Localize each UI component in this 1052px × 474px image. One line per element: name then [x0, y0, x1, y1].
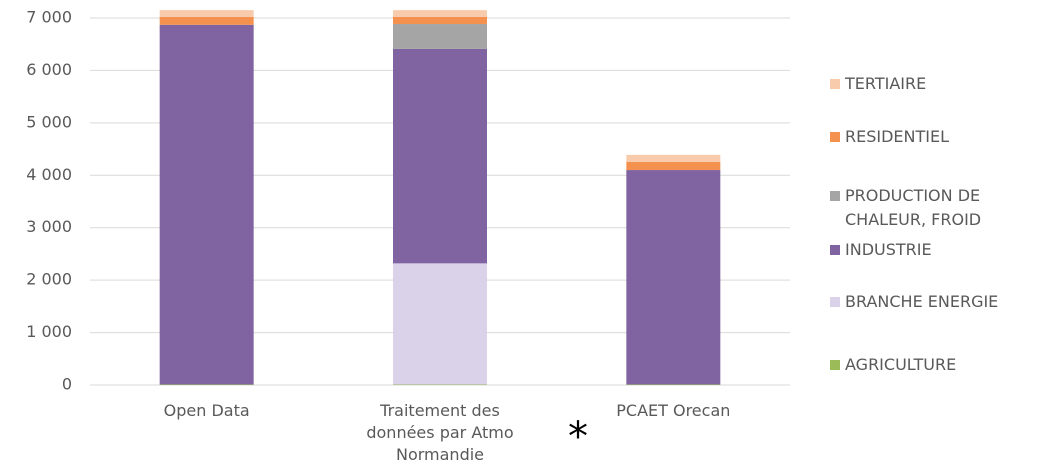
bar-segment [393, 384, 487, 385]
x-tick-label: Traitement des données par Atmo Normandi… [366, 401, 514, 464]
legend-entry: BRANCHE ENERGIE [830, 290, 1052, 314]
bar-segment [393, 263, 487, 385]
bar-segment [626, 170, 721, 385]
legend-label: TERTIAIRE [845, 74, 927, 93]
legend-entry: RESIDENTIEL [830, 125, 1052, 149]
y-tick-label: 1 000 [26, 322, 72, 341]
y-tick-label: 5 000 [26, 112, 72, 131]
bar-segment [393, 24, 487, 49]
bar-segment [393, 16, 487, 25]
y-tick-label: 3 000 [26, 217, 72, 236]
legend-label: PRODUCTION DE CHALEUR, FROID [845, 186, 982, 229]
legend-entry: INDUSTRIE [830, 238, 1052, 262]
annotation: * [568, 414, 588, 460]
bar-segment [626, 161, 721, 171]
legend-swatch [830, 360, 840, 370]
y-tick-label: 7 000 [26, 8, 72, 27]
bar-segment [393, 10, 487, 17]
legend-swatch [830, 79, 840, 89]
bar-segment [159, 24, 254, 385]
legend-entry: AGRICULTURE [830, 353, 1052, 377]
legend-entry: TERTIAIRE [830, 72, 1052, 96]
bar-segment [393, 48, 487, 264]
x-tick-label: Open Data [163, 401, 250, 420]
y-tick-label: 2 000 [26, 270, 72, 289]
legend-entry: PRODUCTION DE CHALEUR, FROID [830, 184, 1052, 232]
x-tick-label: PCAET Orecan [616, 401, 731, 420]
legend-swatch [830, 245, 840, 255]
legend-label: INDUSTRIE [845, 240, 932, 259]
y-tick-label: 6 000 [26, 60, 72, 79]
legend-swatch [830, 132, 840, 142]
bar-segment [159, 16, 254, 25]
y-tick-label: 4 000 [26, 165, 72, 184]
bar-segment [626, 384, 721, 385]
y-tick-label: 0 [62, 375, 72, 394]
legend-swatch [830, 191, 840, 201]
legend-swatch [830, 297, 840, 307]
legend-label: BRANCHE ENERGIE [845, 292, 999, 311]
legend-label: AGRICULTURE [845, 355, 957, 374]
bar-segment [626, 154, 721, 162]
legend-label: RESIDENTIEL [845, 127, 950, 146]
bar-segment [159, 384, 254, 385]
bar-segment [159, 10, 254, 17]
